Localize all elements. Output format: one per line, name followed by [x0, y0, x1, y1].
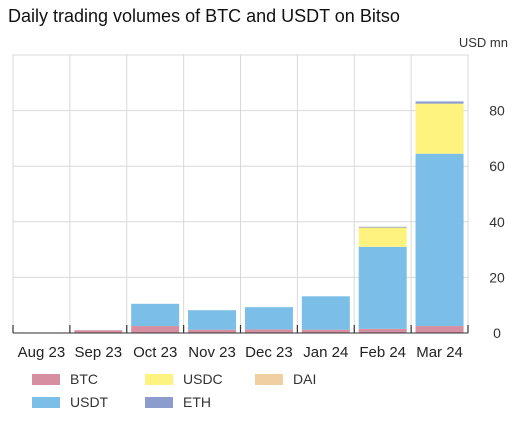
- bar-segment-btc: [358, 328, 407, 333]
- legend-item-dai: DAI: [255, 371, 316, 387]
- legend-swatch-usdc: [145, 373, 173, 385]
- x-tick-label: Oct 23: [133, 344, 177, 361]
- y-tick-label: 80: [489, 103, 505, 119]
- unit-label: USD mn: [458, 35, 508, 50]
- bar-segment-usdc: [358, 227, 407, 247]
- x-tick-label: Dec 23: [245, 344, 293, 361]
- legend-item-usdt: USDT: [32, 394, 108, 410]
- y-tick-label: 0: [493, 325, 501, 341]
- bar-segment-usdt: [131, 303, 180, 327]
- x-tick-label: Feb 24: [359, 344, 406, 361]
- bar-segment-eth: [358, 226, 407, 228]
- bar-segment-eth: [415, 101, 464, 104]
- legend-item-usdc: USDC: [145, 371, 223, 387]
- bar-segment-btc: [188, 329, 237, 333]
- bar-segment-btc: [131, 326, 180, 333]
- legend-swatch-dai: [255, 373, 283, 385]
- x-tick-label: Sep 23: [75, 344, 123, 361]
- bar-segment-btc: [301, 329, 350, 333]
- x-tick-label: Nov 23: [188, 344, 236, 361]
- bar-segment-usdc: [415, 103, 464, 154]
- legend-swatch-eth: [145, 396, 173, 408]
- bar-segment-usdt: [415, 153, 464, 327]
- x-tick-label: Aug 23: [18, 344, 66, 361]
- legend-label-usdc: USDC: [183, 371, 223, 387]
- legend-label-btc: BTC: [70, 371, 98, 387]
- legend-item-eth: ETH: [145, 394, 211, 410]
- bar-segment-btc: [74, 330, 123, 333]
- bar-segment-usdt: [188, 310, 237, 330]
- legend-item-btc: BTC: [32, 371, 98, 387]
- chart-title: Daily trading volumes of BTC and USDT on…: [8, 6, 400, 26]
- bar-segment-usdt: [244, 307, 293, 330]
- bar-segment-btc: [244, 329, 293, 333]
- x-tick-label: Jan 24: [303, 344, 348, 361]
- legend-label-eth: ETH: [183, 394, 211, 410]
- x-tick-label: Mar 24: [416, 344, 463, 361]
- legend-swatch-btc: [32, 373, 60, 385]
- y-tick-label: 40: [489, 214, 505, 230]
- legend-label-dai: DAI: [293, 371, 317, 387]
- y-tick-label: 20: [489, 269, 505, 285]
- legend-label-usdt: USDT: [70, 394, 109, 410]
- legend-swatch-usdt: [32, 396, 60, 408]
- bar-segment-btc: [415, 326, 464, 333]
- bar-segment-usdt: [358, 246, 407, 329]
- y-tick-label: 60: [489, 158, 505, 174]
- bar-segment-usdt: [301, 296, 350, 330]
